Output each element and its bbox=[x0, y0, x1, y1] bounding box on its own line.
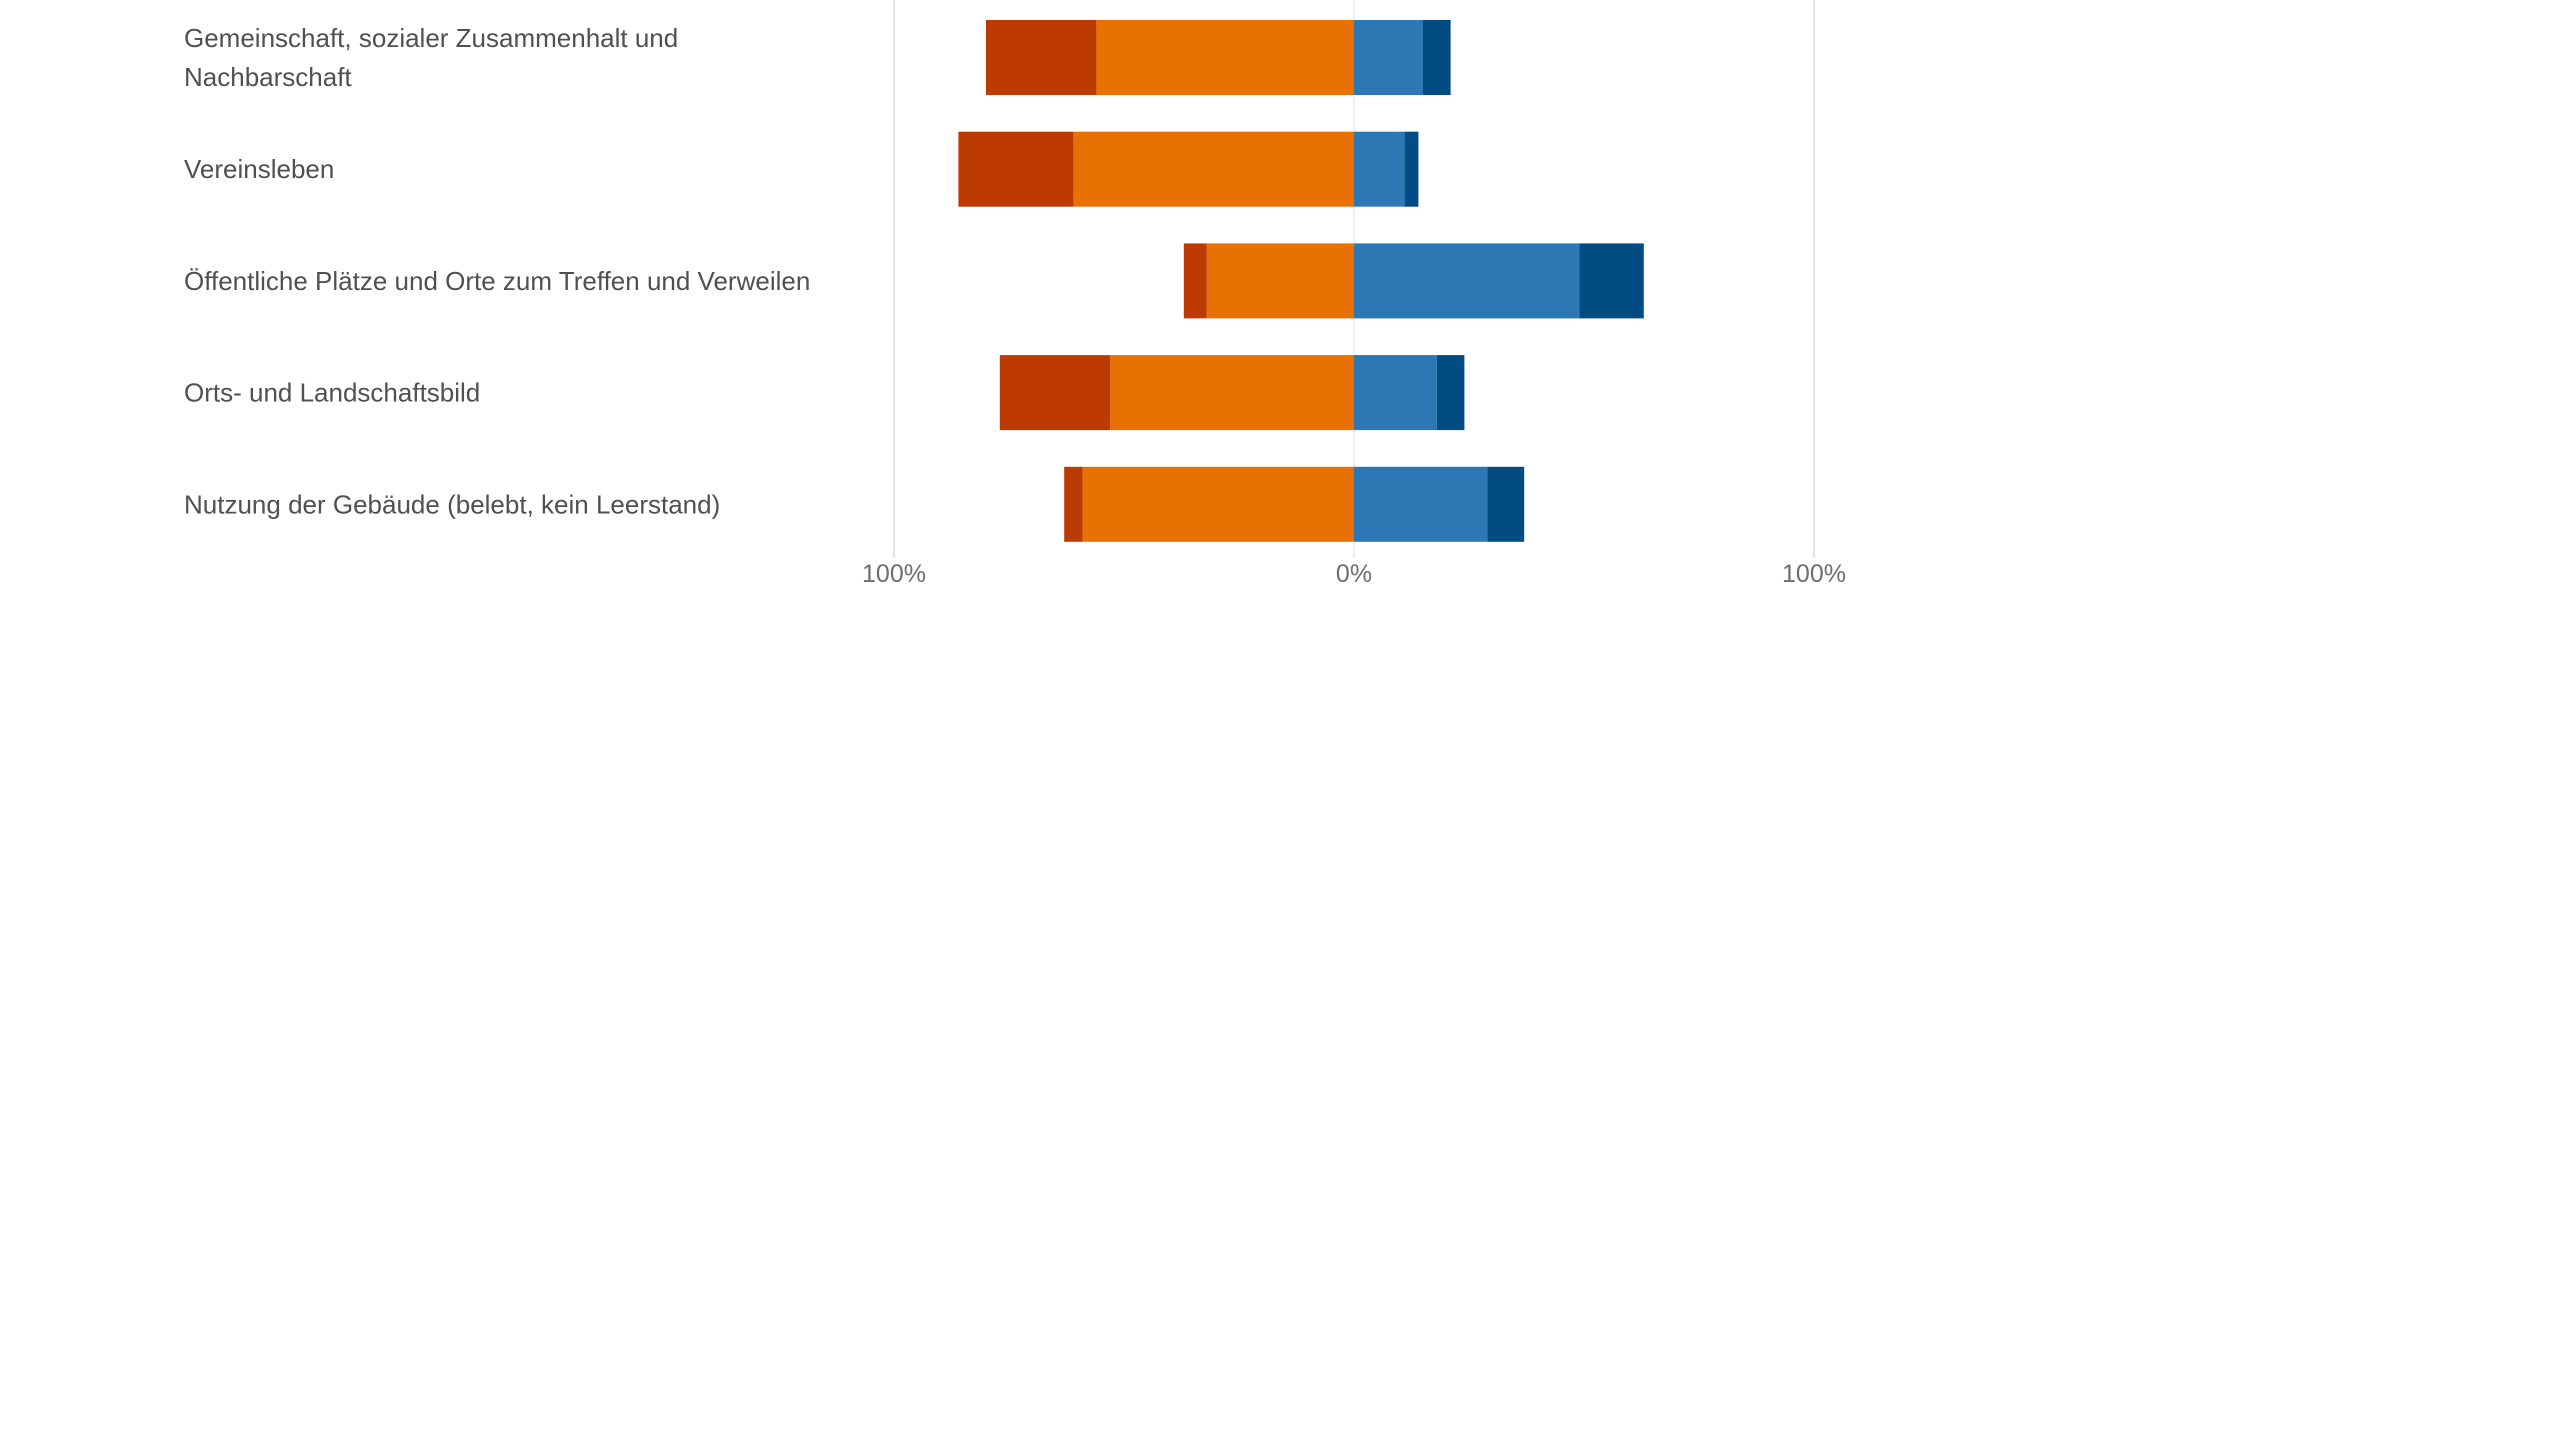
bar-segment-c4-s0 bbox=[1064, 466, 1083, 542]
bar-segment-c2-s2 bbox=[1354, 243, 1580, 319]
bar-segment-c0-s3 bbox=[1423, 20, 1451, 95]
bar-segment-c1-s3 bbox=[1404, 131, 1419, 207]
category-label-3: Orts- und Landschaftsbild bbox=[184, 378, 480, 408]
x-tick-label-1: 0% bbox=[1336, 560, 1372, 588]
category-label-0: Gemeinschaft, sozialer Zusammenhalt und N… bbox=[184, 23, 678, 92]
bar-segment-c1-s2 bbox=[1354, 131, 1405, 207]
bar-segment-c1-s1 bbox=[1073, 131, 1354, 207]
bar-segment-c1-s0 bbox=[958, 131, 1074, 207]
bar-segment-c2-s1 bbox=[1206, 243, 1354, 319]
bar-segment-c4-s3 bbox=[1487, 466, 1525, 542]
bar-segment-c0-s2 bbox=[1354, 20, 1423, 95]
category-label-1: Vereinsleben bbox=[184, 154, 334, 184]
bar-segment-c3-s3 bbox=[1436, 355, 1465, 431]
category-label-2: Öffentliche Plätze und Orte zum Treffen … bbox=[184, 266, 810, 296]
bar-segment-c0-s1 bbox=[1096, 20, 1354, 95]
bar-segment-c3-s2 bbox=[1354, 355, 1437, 431]
x-tick-label-0: 100% bbox=[862, 560, 926, 588]
bar-segment-c3-s1 bbox=[1110, 355, 1354, 431]
bar-segment-c4-s2 bbox=[1354, 466, 1488, 542]
bar-segment-c0-s0 bbox=[986, 20, 1097, 95]
bar-segment-c4-s1 bbox=[1082, 466, 1354, 542]
bar-segment-c2-s0 bbox=[1183, 243, 1207, 319]
category-label-4: Nutzung der Gebäude (belebt, kein Leerst… bbox=[184, 489, 720, 519]
bar-segment-c2-s3 bbox=[1579, 243, 1644, 319]
x-tick-label-2: 100% bbox=[1782, 560, 1846, 588]
bar-segment-c3-s0 bbox=[999, 355, 1111, 431]
